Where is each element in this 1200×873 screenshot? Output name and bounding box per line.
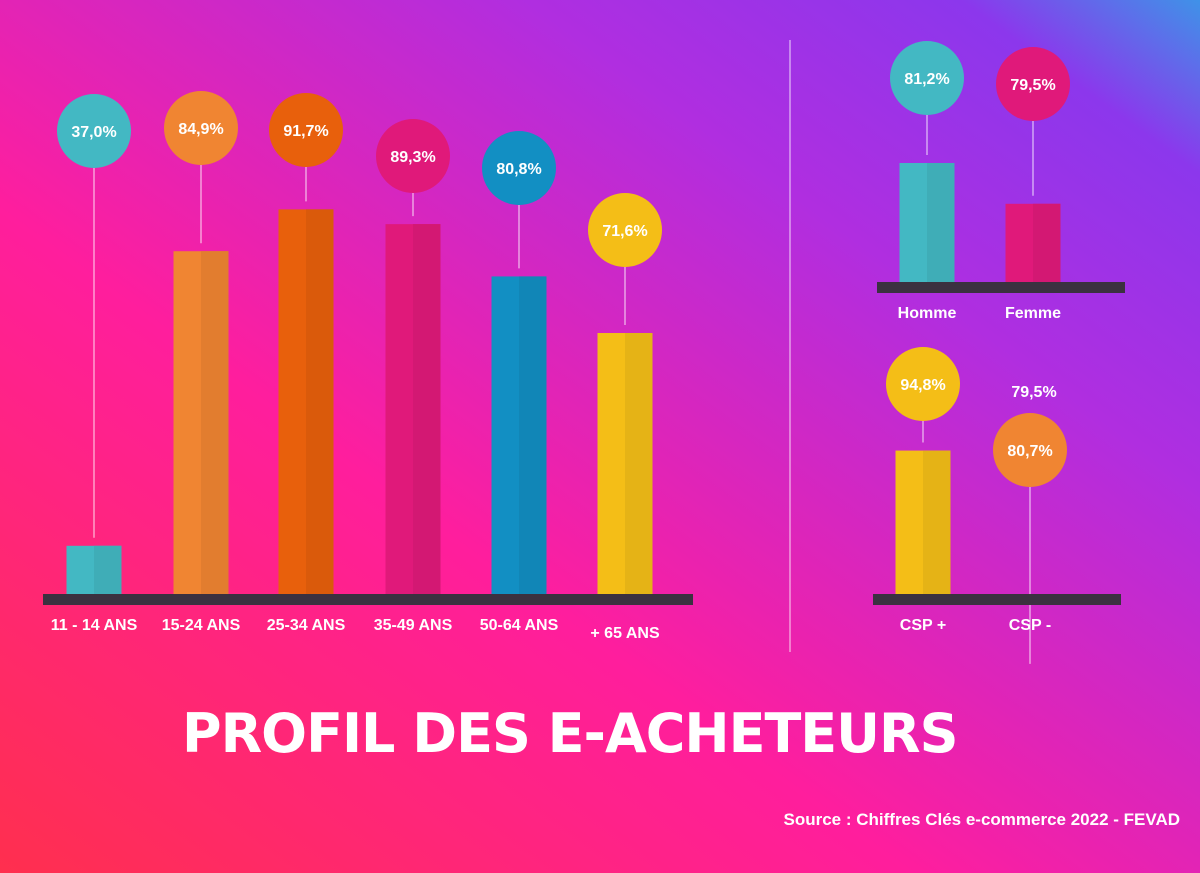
value-bubble-0-1: [164, 91, 238, 165]
value-bubble-0-4: [482, 131, 556, 205]
category-label-1-1: Femme: [1005, 305, 1061, 322]
value-bubble-0-3: [376, 119, 450, 193]
annotation-label-2: 79,5%: [1011, 384, 1056, 401]
value-label-0-5: 71,6%: [602, 223, 647, 240]
bar-shade-0-5: [625, 333, 653, 595]
category-label-0-1: 15-24 ANS: [162, 617, 241, 634]
value-label-0-3: 89,3%: [390, 149, 435, 166]
bar-shade-0-0: [94, 545, 122, 595]
bar-shade-2-0: [923, 450, 951, 595]
category-label-0-3: 35-49 ANS: [374, 617, 453, 634]
category-label-0-0: 11 - 14 ANS: [51, 617, 138, 634]
bar-shade-1-1: [1033, 203, 1061, 283]
category-label-0-4: 50-64 ANS: [480, 617, 559, 634]
value-bubble-0-5: [588, 193, 662, 267]
value-label-0-1: 84,9%: [178, 121, 223, 138]
value-label-0-0: 37,0%: [71, 124, 116, 141]
category-label-1-0: Homme: [898, 305, 957, 322]
bar-shade-0-1: [201, 251, 229, 595]
bar-shade-0-4: [519, 276, 547, 595]
source-note: Source : Chiffres Clés e-commerce 2022 -…: [783, 810, 1181, 829]
value-label-2-1: 80,7%: [1007, 443, 1052, 460]
chart-0: 37,0% 11 - 14 ANS 84,9% 15-24 ANS 91,7% 25-34…: [43, 91, 693, 642]
value-bubble-2-0: [886, 347, 960, 421]
value-bubble-0-2: [269, 93, 343, 167]
bar-shade-1-0: [927, 163, 955, 283]
value-bubble-1-1: [996, 47, 1070, 121]
chart-2: 94,8% CSP + 80,7% CSP - 79,5%: [873, 347, 1121, 664]
baseline-axis-1: [877, 282, 1125, 293]
bar-shade-0-3: [413, 224, 441, 595]
value-bubble-0-0: [57, 94, 131, 168]
chart-1: 81,2% Homme 79,5% Femme: [877, 41, 1125, 322]
value-label-1-0: 81,2%: [904, 71, 949, 88]
value-label-2-0: 94,8%: [900, 377, 945, 394]
baseline-axis-2: [873, 594, 1121, 605]
category-label-2-0: CSP +: [900, 617, 946, 634]
page-title: PROFIL DES E-ACHETEURS: [182, 702, 959, 765]
category-label-0-5: + 65 ANS: [590, 625, 660, 642]
baseline-axis-0: [43, 594, 693, 605]
value-bubble-1-0: [890, 41, 964, 115]
category-label-0-2: 25-34 ANS: [267, 617, 346, 634]
value-label-1-1: 79,5%: [1010, 77, 1055, 94]
bar-shade-0-2: [306, 209, 334, 595]
category-label-2-1: CSP -: [1009, 617, 1051, 634]
value-bubble-2-1: [993, 413, 1067, 487]
value-label-0-2: 91,7%: [283, 123, 328, 140]
value-label-0-4: 80,8%: [496, 161, 541, 178]
